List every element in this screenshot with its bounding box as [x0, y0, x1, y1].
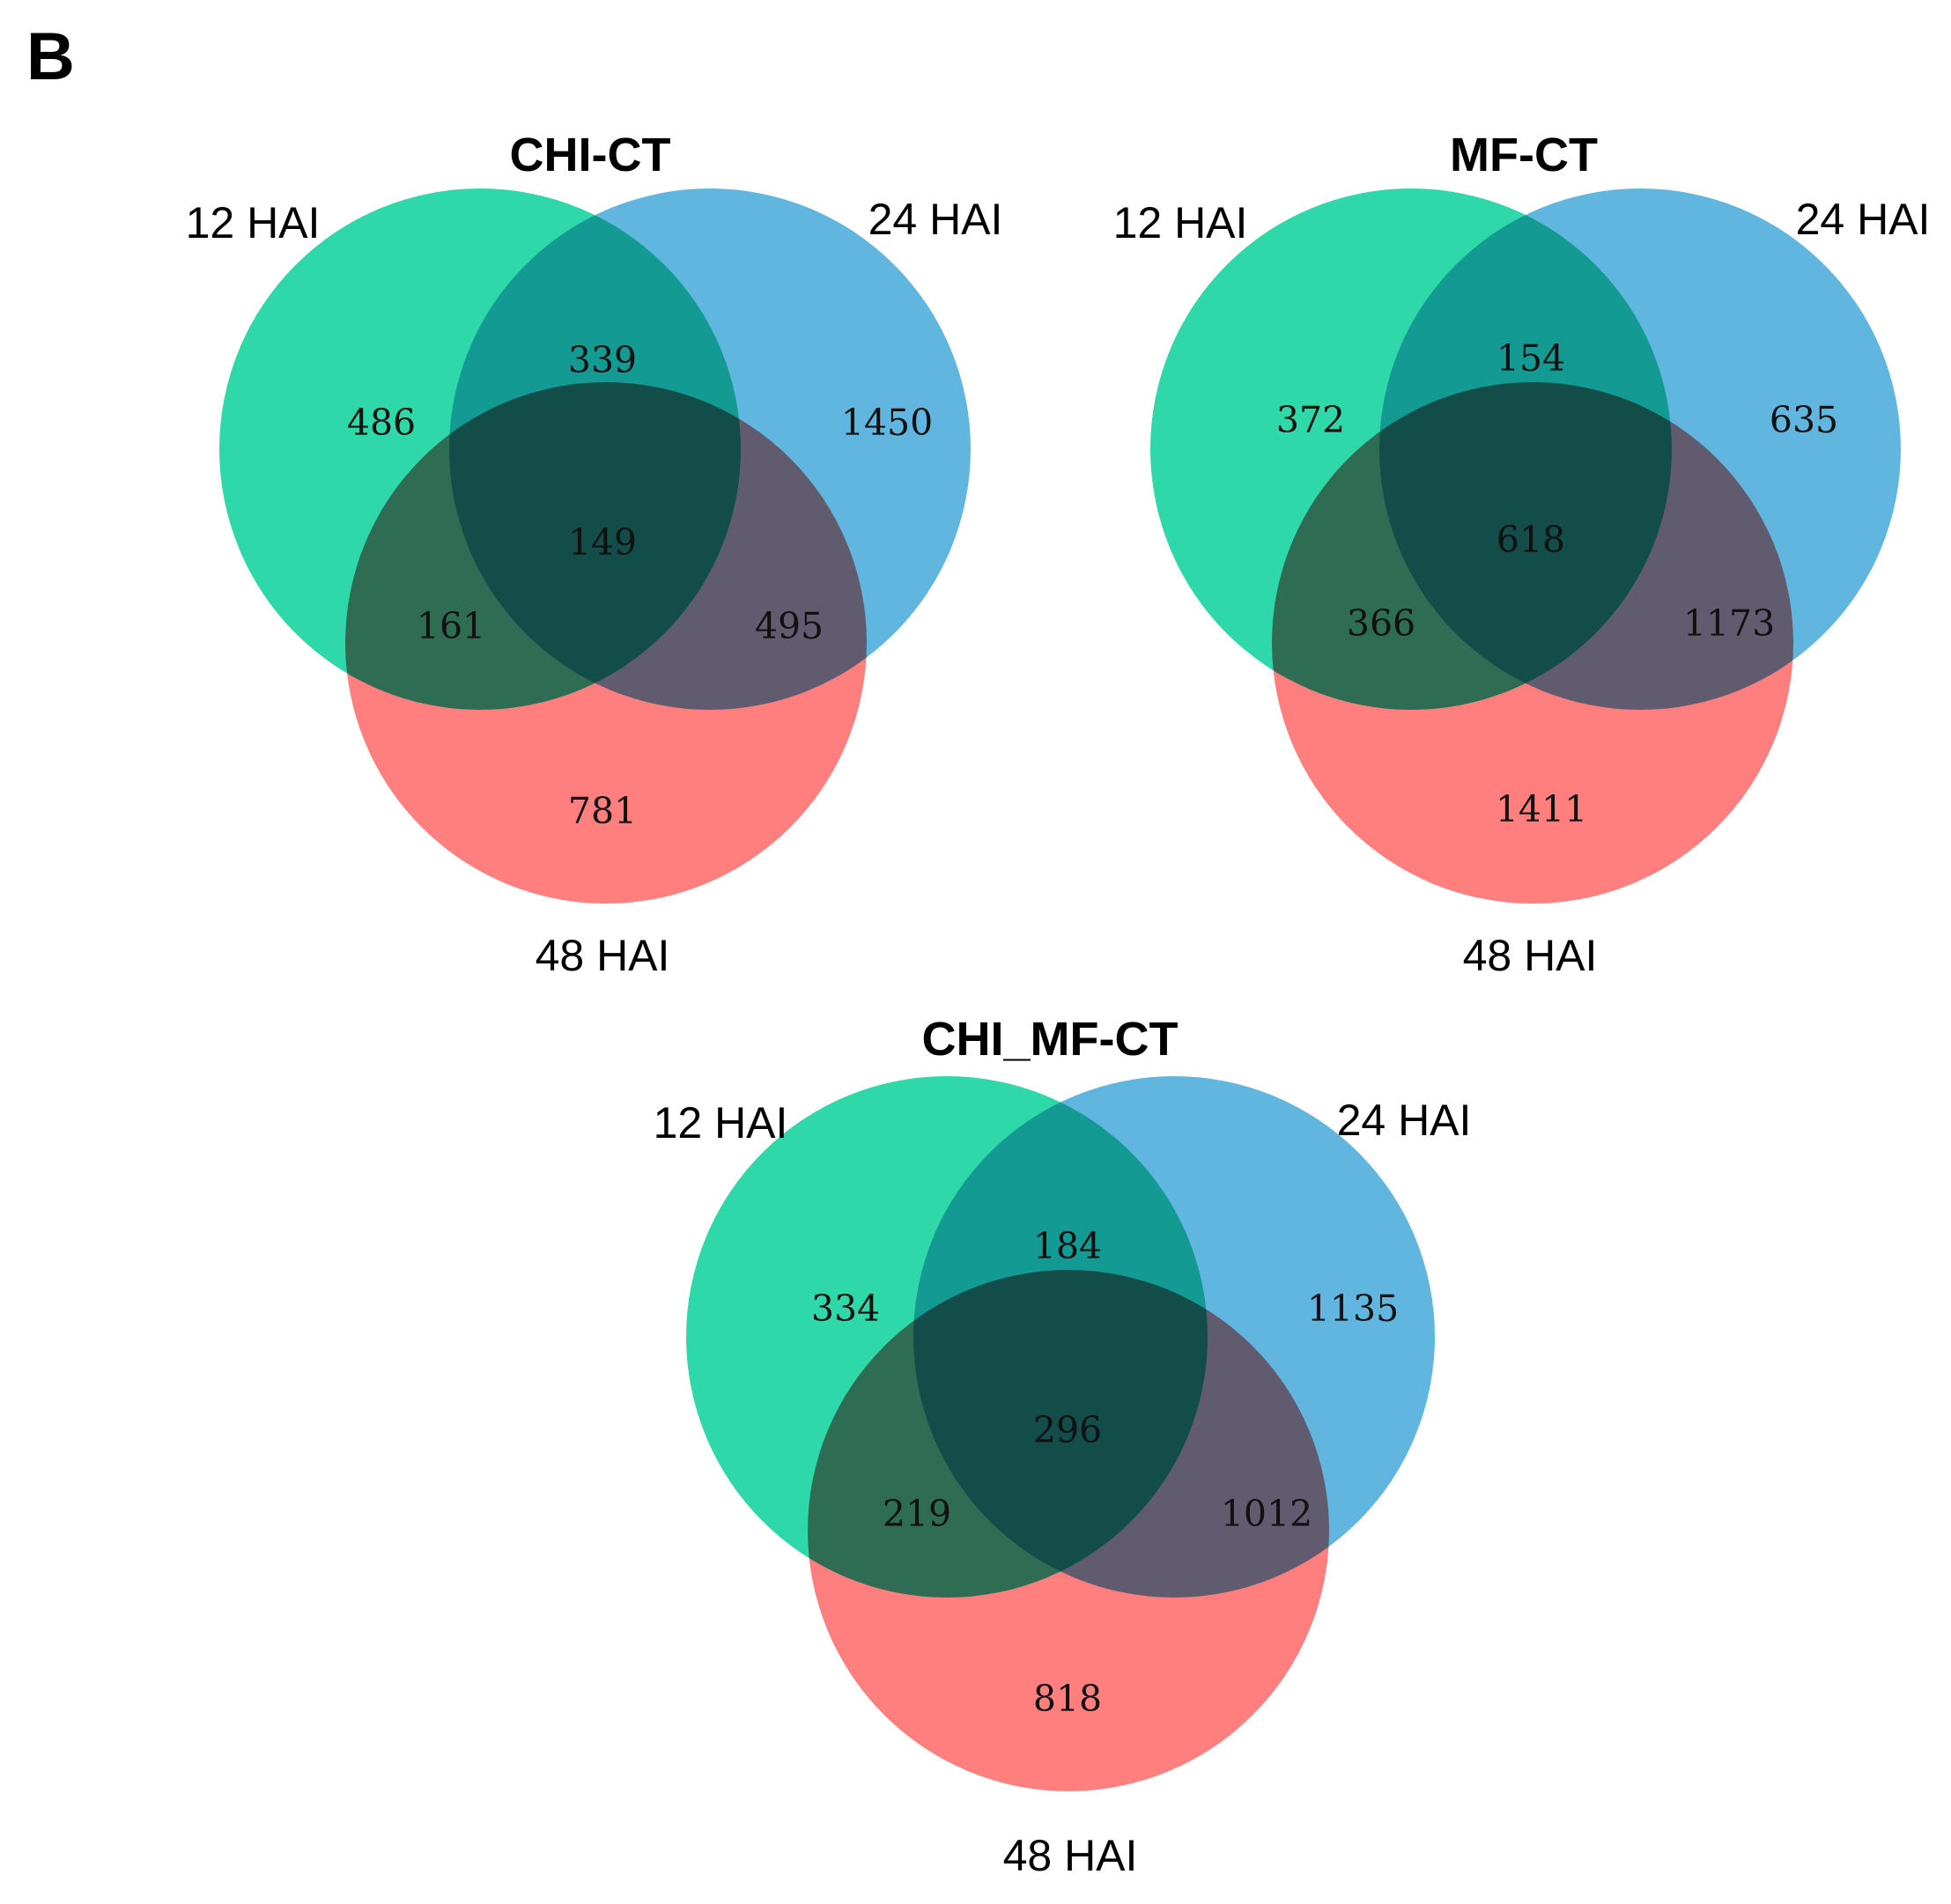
count-12-48: 219 — [883, 1493, 951, 1535]
set-label-24-hai: 24 HAI — [868, 195, 1003, 244]
count-12-24: 184 — [1033, 1225, 1102, 1267]
set-circle-48-hai — [1272, 382, 1793, 904]
set-label-24-hai: 24 HAI — [1796, 195, 1931, 244]
count-12-24: 154 — [1497, 337, 1565, 380]
count-all-three: 618 — [1497, 519, 1565, 561]
count-all-three: 296 — [1033, 1409, 1102, 1451]
count-24-48: 495 — [755, 605, 824, 647]
count-24-48: 1173 — [1683, 602, 1775, 645]
set-label-48-hai: 48 HAI — [1463, 931, 1598, 980]
count-12-48: 161 — [417, 605, 485, 647]
venn-diagram-mf-ct: MF-CT 12 HAI 24 HAI 48 HAI 372 635 1411 … — [1113, 129, 1931, 980]
set-label-12-hai: 12 HAI — [1113, 198, 1248, 247]
count-24-48: 1012 — [1221, 1493, 1312, 1535]
count-12-48: 366 — [1347, 602, 1415, 645]
set-label-24-hai: 24 HAI — [1337, 1096, 1472, 1145]
set-label-48-hai: 48 HAI — [536, 931, 670, 980]
count-24-only: 635 — [1770, 399, 1838, 441]
venn-title: MF-CT — [1450, 129, 1598, 181]
venn-diagram-chi-mf-ct: CHI_MF-CT 12 HAI 24 HAI 48 HAI 334 1135 … — [654, 1013, 1472, 1880]
venn-title: CHI_MF-CT — [922, 1013, 1179, 1066]
count-12-only: 486 — [347, 402, 416, 444]
set-label-12-hai: 12 HAI — [186, 198, 321, 247]
count-48-only: 781 — [568, 790, 637, 832]
set-label-48-hai: 48 HAI — [1003, 1831, 1138, 1880]
count-24-only: 1450 — [841, 402, 933, 444]
count-12-only: 372 — [1276, 399, 1345, 441]
count-12-only: 334 — [811, 1288, 880, 1330]
panel-label: B — [26, 19, 75, 94]
set-label-12-hai: 12 HAI — [654, 1098, 788, 1148]
count-12-24: 339 — [568, 339, 637, 381]
count-24-only: 1135 — [1307, 1288, 1399, 1330]
set-circle-48-hai — [345, 382, 867, 904]
set-circle-48-hai — [808, 1270, 1329, 1791]
count-48-only: 1411 — [1496, 788, 1587, 830]
venn-diagram-chi-ct: CHI-CT 12 HAI 24 HAI 48 HAI 486 1450 781… — [186, 129, 1003, 980]
count-48-only: 818 — [1033, 1678, 1102, 1720]
count-all-three: 149 — [568, 521, 637, 564]
venn-title: CHI-CT — [510, 129, 671, 181]
